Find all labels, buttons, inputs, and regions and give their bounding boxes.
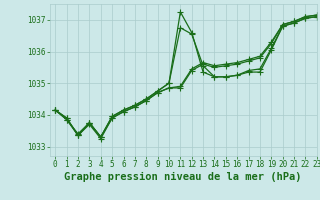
X-axis label: Graphe pression niveau de la mer (hPa): Graphe pression niveau de la mer (hPa) — [64, 172, 302, 182]
